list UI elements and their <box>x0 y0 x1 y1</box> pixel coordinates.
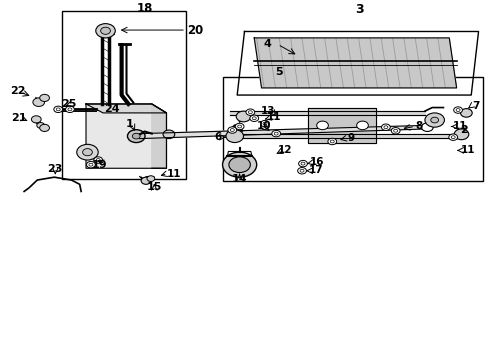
Bar <box>222 77 483 181</box>
Text: 11: 11 <box>460 145 474 156</box>
Circle shape <box>390 127 399 134</box>
Text: 20: 20 <box>186 23 203 37</box>
Text: 18: 18 <box>136 2 152 15</box>
Text: 23: 23 <box>47 164 63 174</box>
Circle shape <box>327 138 336 145</box>
Text: 25: 25 <box>61 99 77 109</box>
Circle shape <box>249 115 258 121</box>
Circle shape <box>54 106 62 113</box>
Text: 3: 3 <box>354 3 363 16</box>
Text: 9: 9 <box>346 133 354 143</box>
Circle shape <box>147 176 155 181</box>
Text: 11: 11 <box>452 121 467 131</box>
Bar <box>61 11 185 179</box>
Polygon shape <box>307 108 375 143</box>
Text: 17: 17 <box>308 165 323 175</box>
Circle shape <box>96 24 115 38</box>
Text: 7: 7 <box>471 101 479 111</box>
Polygon shape <box>86 104 166 113</box>
Circle shape <box>222 152 256 177</box>
Text: 1: 1 <box>126 118 134 129</box>
Text: 22: 22 <box>10 86 25 96</box>
Text: 4: 4 <box>264 39 271 49</box>
Text: 8: 8 <box>415 121 422 131</box>
Text: 14: 14 <box>231 174 247 184</box>
Circle shape <box>141 177 151 184</box>
Text: 16: 16 <box>309 157 323 167</box>
Text: 10: 10 <box>256 121 271 131</box>
Text: 13: 13 <box>260 106 275 116</box>
Circle shape <box>227 127 236 133</box>
Circle shape <box>82 149 92 156</box>
Circle shape <box>453 129 468 140</box>
Circle shape <box>381 124 389 130</box>
Circle shape <box>298 161 307 167</box>
Circle shape <box>31 116 41 123</box>
Text: 11: 11 <box>166 168 181 179</box>
Circle shape <box>77 144 98 160</box>
Text: 6: 6 <box>214 132 221 142</box>
Circle shape <box>33 98 44 107</box>
Polygon shape <box>86 104 166 168</box>
Circle shape <box>37 122 44 128</box>
Text: 2: 2 <box>459 125 467 135</box>
Circle shape <box>453 107 462 113</box>
Circle shape <box>316 121 328 130</box>
Text: 15: 15 <box>146 182 162 192</box>
Circle shape <box>132 133 140 139</box>
Circle shape <box>228 157 250 172</box>
Circle shape <box>86 162 95 168</box>
Text: 12: 12 <box>277 145 292 156</box>
Text: 24: 24 <box>104 104 120 114</box>
Circle shape <box>236 111 250 122</box>
Circle shape <box>421 123 432 131</box>
Circle shape <box>424 113 444 127</box>
Circle shape <box>260 120 269 127</box>
Circle shape <box>127 130 145 143</box>
Polygon shape <box>229 111 424 115</box>
Circle shape <box>430 117 438 123</box>
Polygon shape <box>152 104 166 168</box>
Text: 21: 21 <box>11 113 27 123</box>
Circle shape <box>297 167 306 174</box>
Circle shape <box>245 109 254 116</box>
Circle shape <box>40 124 49 131</box>
Circle shape <box>460 109 471 117</box>
Circle shape <box>235 123 244 130</box>
Circle shape <box>448 134 457 140</box>
Text: 19: 19 <box>91 160 107 170</box>
Polygon shape <box>237 31 478 95</box>
Circle shape <box>101 27 110 34</box>
Polygon shape <box>140 125 424 139</box>
Circle shape <box>163 130 174 139</box>
Circle shape <box>40 94 49 102</box>
Circle shape <box>65 106 74 113</box>
Text: 5: 5 <box>274 67 282 77</box>
Polygon shape <box>254 38 456 88</box>
Circle shape <box>271 130 280 137</box>
Circle shape <box>94 157 102 163</box>
Circle shape <box>225 130 243 143</box>
Polygon shape <box>229 134 463 138</box>
Text: 11: 11 <box>266 112 281 122</box>
Circle shape <box>356 121 367 130</box>
